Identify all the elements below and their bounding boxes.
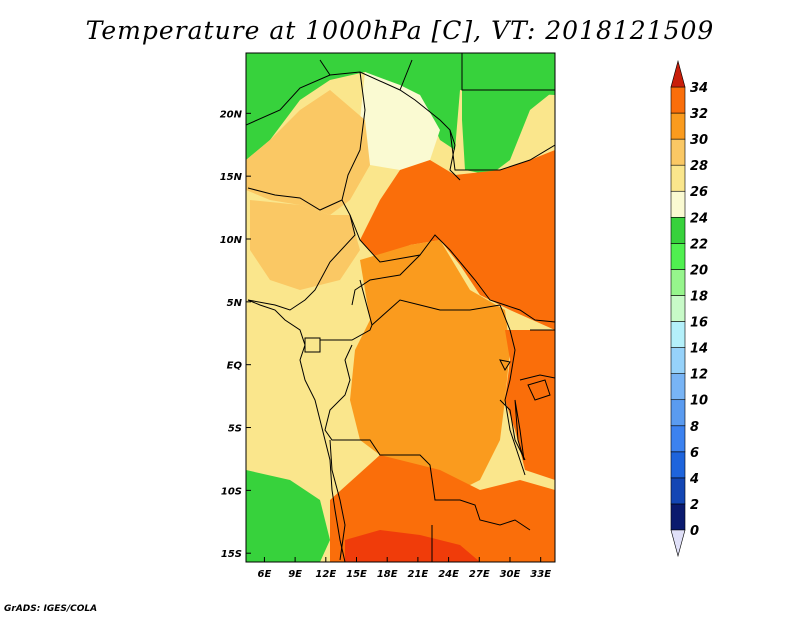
x-tick-label: 21E <box>408 569 429 580</box>
border-line <box>449 129 555 171</box>
colorbar-label: 2 <box>690 498 699 513</box>
x-tick-label: 9E <box>288 569 302 580</box>
colorbar-segment <box>670 347 686 374</box>
border-line <box>324 344 531 531</box>
region-6 <box>350 240 510 500</box>
colorbar-segment <box>670 112 686 140</box>
border-line <box>329 439 346 561</box>
colorbar-label: 32 <box>690 107 708 122</box>
border-line <box>499 399 526 461</box>
colorbar-segment <box>670 269 686 296</box>
colorbar-label: 28 <box>690 159 708 174</box>
border-line <box>247 187 343 211</box>
country-borders <box>246 53 555 562</box>
x-tick-label: 27E <box>469 569 490 580</box>
colorbar-label: 6 <box>690 446 699 461</box>
border-line <box>519 374 555 381</box>
x-tick-label: 24E <box>438 569 459 580</box>
y-tick-label: EQ <box>227 361 243 372</box>
colorbar-segment <box>670 138 686 166</box>
x-tick-label: 30E <box>500 569 521 580</box>
colorbar-label: 26 <box>690 185 708 200</box>
colorbar-label: 8 <box>690 420 699 435</box>
y-tick-label: 5N <box>227 298 243 309</box>
colorbar-label: 0 <box>690 524 699 539</box>
border-line <box>459 261 555 323</box>
border-line <box>304 337 321 353</box>
border-line <box>341 71 461 263</box>
colorbar-segment <box>670 190 686 218</box>
border-line <box>320 324 373 341</box>
y-tick-label: 5S <box>228 424 242 435</box>
border-line <box>319 59 331 76</box>
y-tick-label: 10N <box>220 235 243 246</box>
colorbar-label: 16 <box>690 316 708 331</box>
lake-outline <box>514 399 525 461</box>
x-tick-label: 15E <box>346 569 367 580</box>
colorbar-segment <box>670 477 686 505</box>
coastline <box>247 299 551 562</box>
border-line <box>246 71 461 181</box>
region-hot-core <box>345 530 480 562</box>
colorbar-segment <box>670 399 686 427</box>
border-line <box>461 53 555 91</box>
map-area <box>246 53 555 562</box>
y-tick-label: 10S <box>221 486 242 497</box>
colorbar-segment <box>670 451 686 479</box>
colorbar-segment <box>670 86 686 114</box>
colorbar-label: 12 <box>690 368 708 383</box>
y-tick-label: 20N <box>220 109 243 120</box>
chart-title: Temperature at 1000hPa [C], VT: 20181215… <box>85 16 715 45</box>
border-line <box>399 59 413 91</box>
temperature-regions <box>246 53 555 562</box>
colorbar-segment <box>670 425 686 453</box>
region-8 <box>505 330 555 480</box>
region-2 <box>462 53 555 175</box>
colorbar-segment <box>670 321 686 348</box>
region-5 <box>360 150 555 330</box>
colorbar-label: 14 <box>690 342 708 357</box>
colorbar-segment <box>670 216 686 244</box>
region-3 <box>246 90 370 215</box>
x-tick-label: 12E <box>315 569 336 580</box>
colorbar-label: 22 <box>690 237 708 252</box>
colorbar-segment <box>670 503 686 531</box>
map-frame <box>245 52 556 563</box>
colorbar-label: 10 <box>690 394 708 409</box>
credit-label: GrADS: IGES/COLA <box>4 604 98 614</box>
colorbar-segment <box>670 164 686 192</box>
region-4 <box>250 200 360 290</box>
colorbar-label: 34 <box>690 81 708 96</box>
colorbar-segment <box>670 243 686 270</box>
colorbar-label: 4 <box>689 472 699 487</box>
colorbar-segment <box>670 295 686 322</box>
border-line <box>499 304 526 476</box>
colorbar-label: 20 <box>690 263 708 278</box>
colorbar-min-arrow <box>670 529 686 558</box>
lake-outline <box>499 359 511 372</box>
border-line <box>351 254 421 306</box>
border-line <box>247 214 356 311</box>
colorbar-label: 18 <box>690 289 708 304</box>
x-tick-label: 18E <box>377 569 398 580</box>
x-tick-label: 33E <box>530 569 551 580</box>
region-9 <box>246 470 330 562</box>
coastline-path <box>247 299 346 562</box>
colorbar-label: 24 <box>690 211 708 226</box>
colorbar-label: 30 <box>690 133 708 148</box>
lake-outline <box>527 379 551 401</box>
y-tick-label: 15S <box>221 549 242 560</box>
region-1 <box>360 72 440 170</box>
colorbar-segment <box>670 373 686 401</box>
y-tick-label: 15N <box>220 172 243 183</box>
x-tick-label: 6E <box>258 569 272 580</box>
axes: 6E 9E 12E 15E 18E 21E 24E 27E 30E 33E 20N 15N 10N 5N E… <box>220 109 552 580</box>
colorbar-max-arrow <box>670 59 686 88</box>
